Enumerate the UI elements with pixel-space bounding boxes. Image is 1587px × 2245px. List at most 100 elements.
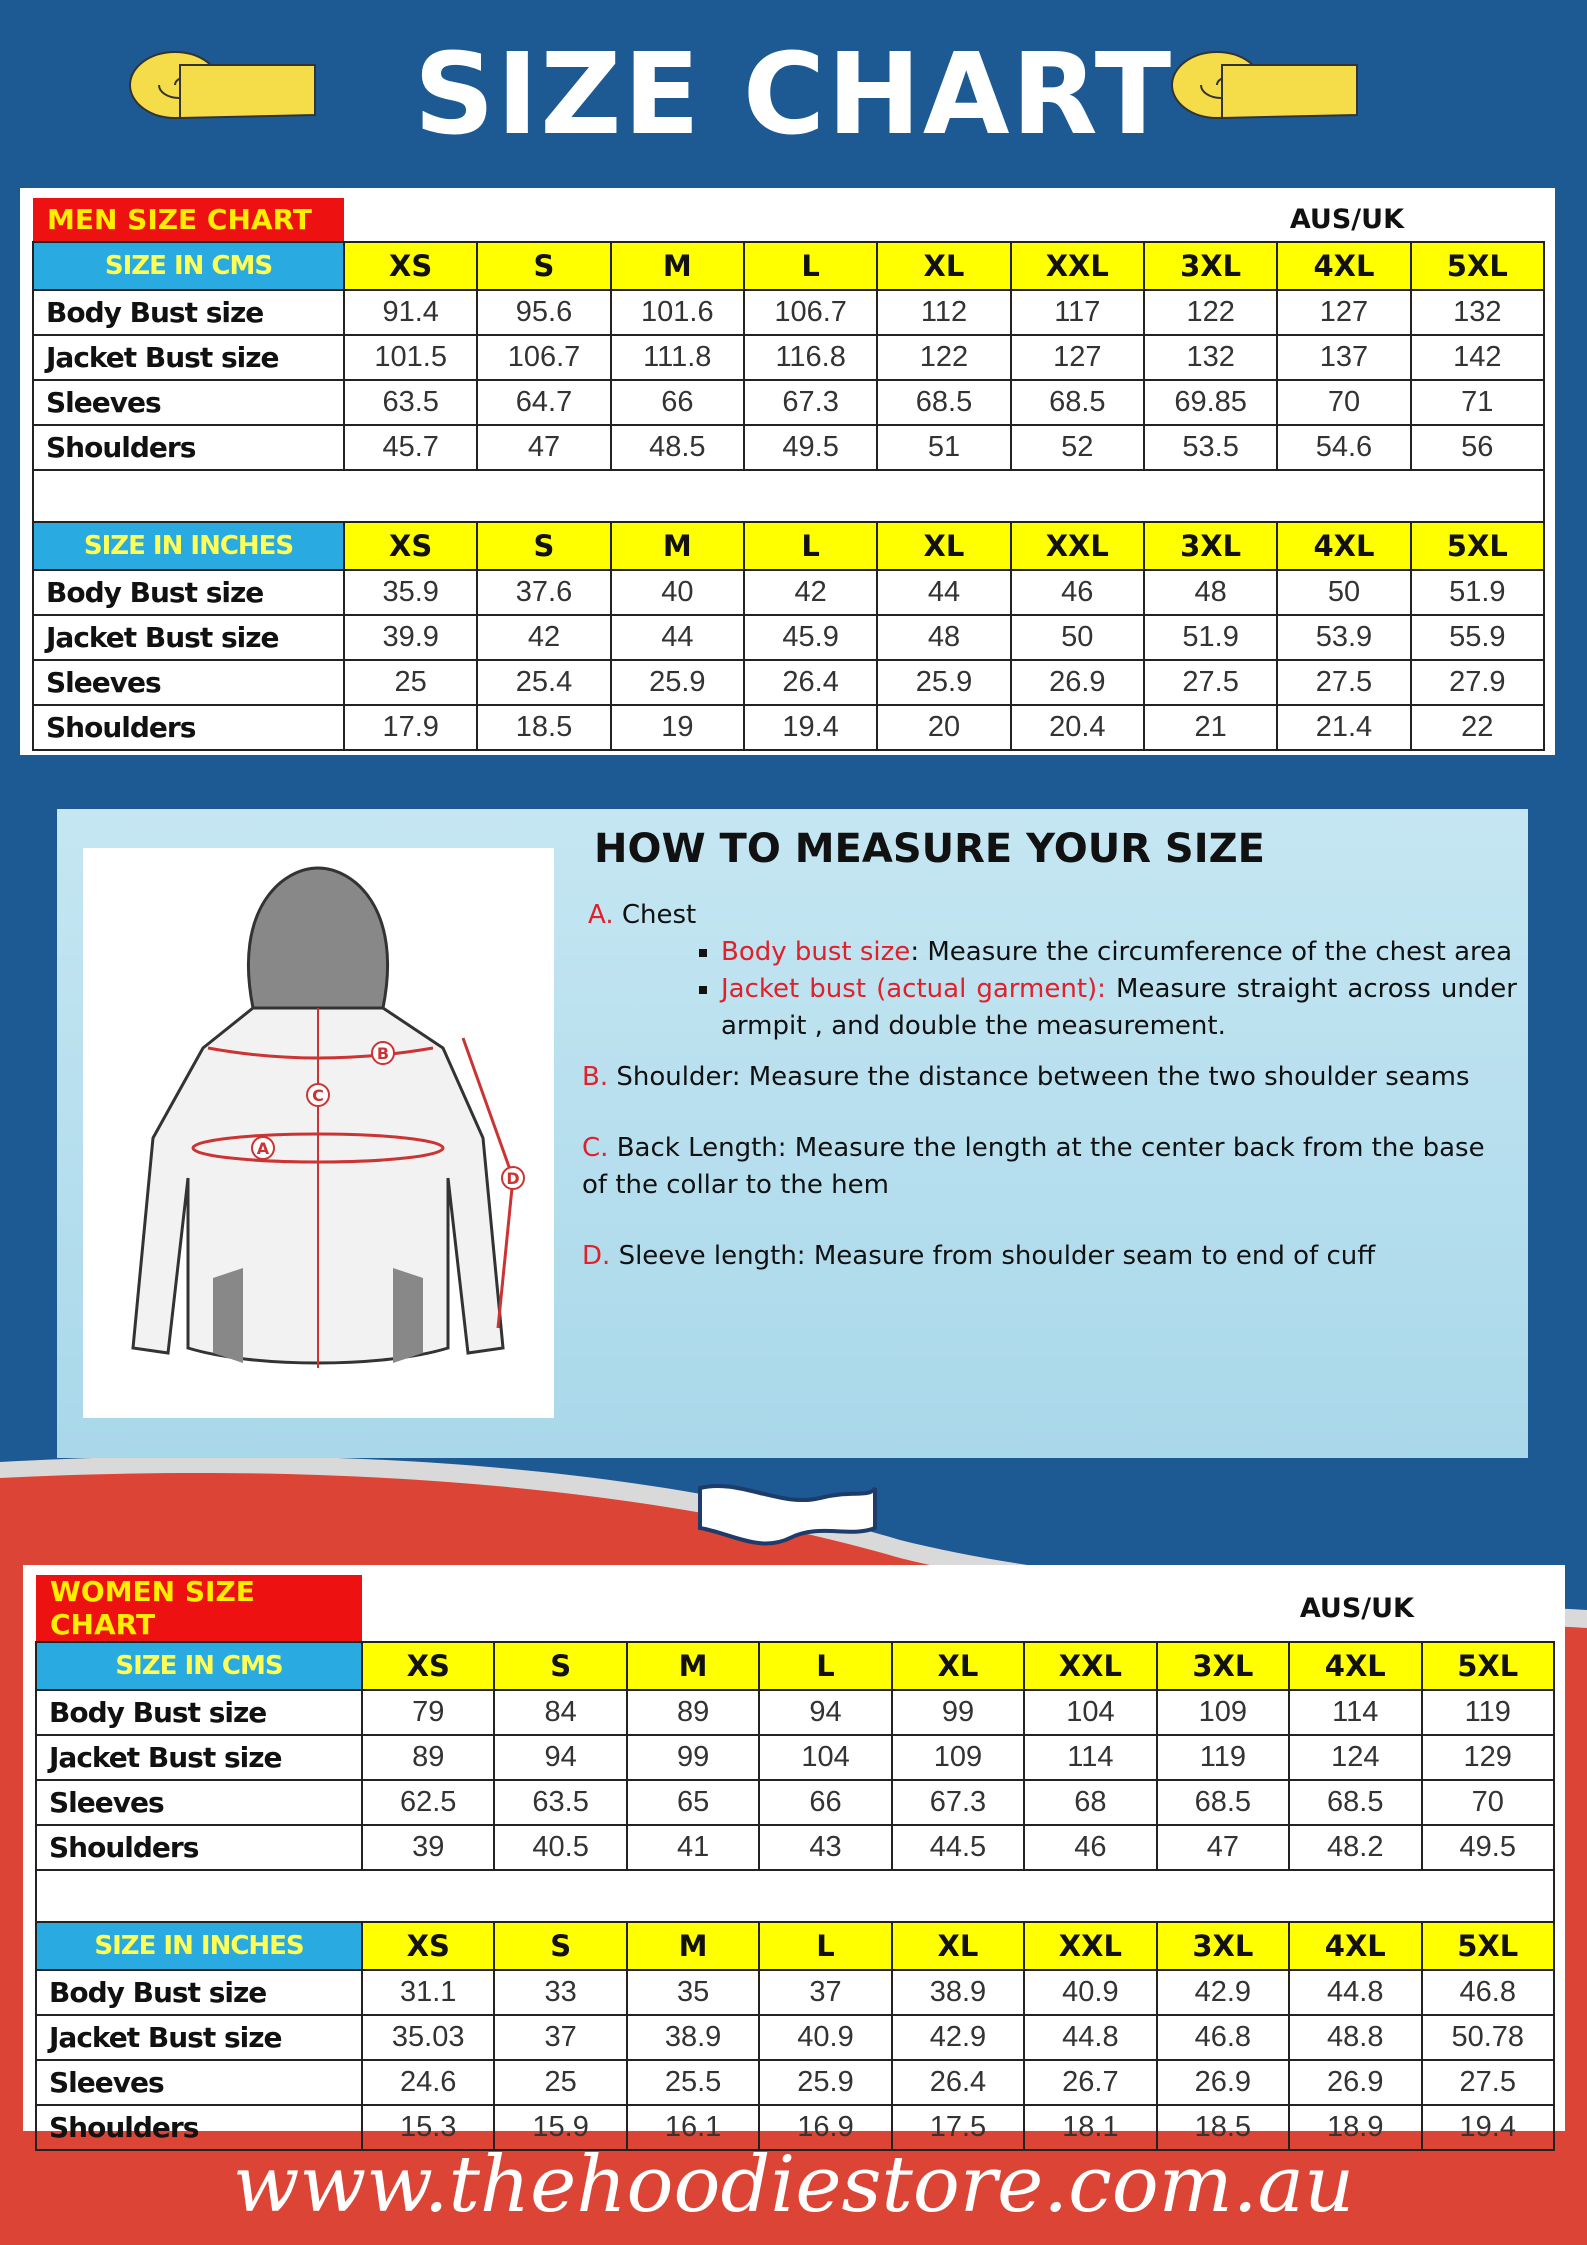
bullet-term: Jacket bust (actual garment): [721, 974, 1106, 1004]
measurement-value: 94 [493, 1734, 628, 1781]
item-line: D. Sleeve length: Measure from shoulder … [582, 1238, 1517, 1275]
measurement-value: 48 [876, 614, 1012, 661]
measurement-value: 142 [1409, 334, 1546, 381]
measurement-value: 99 [625, 1734, 761, 1781]
measurement-value: 68.5 [876, 379, 1012, 426]
bullet-term: Body bust size [721, 937, 911, 967]
size-header: 4XL [1288, 1921, 1423, 1971]
spacer [35, 1869, 1555, 1923]
measurement-value: 27.5 [1276, 659, 1412, 706]
measurement-value: 47 [1155, 1824, 1291, 1871]
measurement-value: 48 [1142, 569, 1279, 616]
measurement-value: 16.9 [758, 2104, 893, 2151]
measurement-value: 41 [625, 1824, 761, 1871]
chart-label: WOMEN SIZE CHART [36, 1575, 362, 1642]
measurement-value: 99 [890, 1689, 1026, 1736]
measurement-value: 42 [476, 614, 612, 661]
measurement-value: 44 [876, 569, 1012, 616]
row-name: Shoulders [35, 1824, 363, 1871]
size-header: L [758, 1921, 893, 1971]
item-line: C. Back Length: Measure the length at th… [582, 1130, 1517, 1204]
measurement-value: 40 [609, 569, 745, 616]
measurement-row: Jacket Bust size 89 94 99 104 109 114 119 124 129 [35, 1734, 1555, 1781]
measurement-value: 101.6 [609, 289, 745, 336]
measurement-row: Body Bust size 31.1 33 35 37 38.9 40.9 42.9 44.8… [35, 1969, 1555, 2016]
measurement-value: 16.1 [625, 2104, 761, 2151]
diagram-label: C [312, 1086, 324, 1105]
measurement-value: 19.4 [742, 704, 879, 751]
spacer-row [35, 1869, 1555, 1923]
measurement-row: Jacket Bust size 35.03 37 38.9 40.9 42.9 44.8 4… [35, 2014, 1555, 2061]
measurement-value: 68.5 [1155, 1779, 1291, 1826]
item-letter: A. [588, 900, 614, 930]
website: www.thehoodiestore.com.au [232, 2140, 1355, 2230]
item-letter: D. [582, 1241, 611, 1271]
measurement-value: 117 [1009, 289, 1145, 336]
measurement-value: 19.4 [1420, 2104, 1555, 2151]
size-header: M [625, 1641, 761, 1691]
size-table: MEN SIZE CHART AUS/UK SIZE IN CMS XS S M L XL XX… [32, 198, 1546, 751]
hoodie-diagram: A B C D [83, 848, 554, 1418]
measurement-value: 53.5 [1142, 424, 1279, 471]
women-size-chart: WOMEN SIZE CHART AUS/UK SIZE IN CMS XS S M L XL… [23, 1565, 1565, 2151]
region: AUS/UK [1289, 204, 1404, 235]
measurement-value: 44.5 [890, 1824, 1026, 1871]
measurement-value: 114 [1023, 1734, 1158, 1781]
measurement-row: Sleeves 25 25.4 25.9 26.4 25.9 26.9 27.5 27.5 27.… [32, 659, 1546, 706]
measurement-value: 68.5 [1009, 379, 1145, 426]
size-header: XS [360, 1921, 496, 1971]
measurement-value: 89 [625, 1689, 761, 1736]
measurement-value: 42 [742, 569, 879, 616]
size-header: XS [360, 1641, 496, 1691]
measurement-value: 45.7 [342, 424, 479, 471]
measurement-value: 18.5 [1155, 2104, 1291, 2151]
measurement-value: 22 [1409, 704, 1546, 751]
measurement-value: 37 [493, 2014, 628, 2061]
size-header: L [742, 521, 879, 571]
unit-header: SIZE IN INCHES [35, 1921, 363, 1971]
measurement-value: 101.5 [342, 334, 479, 381]
measurement-value: 38.9 [625, 2014, 761, 2061]
measure-item: A. Chest Body bust size: Measure the circ… [588, 897, 1517, 1045]
row-name: Shoulders [32, 424, 345, 471]
row-name: Shoulders [32, 704, 345, 751]
measurement-value: 137 [1276, 334, 1412, 381]
item-text: Shoulder: Measure the distance between t… [616, 1062, 1470, 1092]
measurement-value: 20 [876, 704, 1012, 751]
size-header: L [758, 1641, 893, 1691]
measurement-value: 27.5 [1142, 659, 1279, 706]
measurement-value: 37.6 [476, 569, 612, 616]
row-name: Jacket Bust size [32, 614, 345, 661]
measurement-value: 18.9 [1288, 2104, 1423, 2151]
measurement-value: 46.8 [1155, 2014, 1291, 2061]
measurement-value: 112 [876, 289, 1012, 336]
row-name: Sleeves [32, 379, 345, 426]
measurement-value: 31.1 [360, 1969, 496, 2016]
row-name: Jacket Bust size [32, 334, 345, 381]
row-name: Sleeves [32, 659, 345, 706]
size-header: XXL [1009, 241, 1145, 291]
unit-header: SIZE IN INCHES [32, 521, 345, 571]
measurement-value: 69.85 [1142, 379, 1279, 426]
measurement-row: Shoulders 15.3 15.9 16.1 16.9 17.5 18.1 18.5 18.… [35, 2104, 1555, 2151]
measurement-row: Sleeves 62.5 63.5 65 66 67.3 68 68.5 68.5 70 [35, 1779, 1555, 1826]
size-header: 5XL [1420, 1921, 1555, 1971]
measurement-value: 68 [1023, 1779, 1158, 1826]
measurement-value: 20.4 [1009, 704, 1145, 751]
measurement-value: 66 [609, 379, 745, 426]
measurement-value: 18.1 [1023, 2104, 1158, 2151]
measurement-value: 127 [1009, 334, 1145, 381]
measurement-value: 19 [609, 704, 745, 751]
measurement-value: 25.9 [758, 2059, 893, 2106]
measurement-value: 39 [360, 1824, 496, 1871]
measurement-value: 67.3 [890, 1779, 1026, 1826]
measurement-value: 48.5 [609, 424, 745, 471]
measurement-value: 26.9 [1009, 659, 1145, 706]
size-header: S [493, 1921, 628, 1971]
size-header: 5XL [1409, 241, 1546, 291]
size-header: XL [876, 241, 1012, 291]
row-name: Shoulders [35, 2104, 363, 2151]
measurement-value: 24.6 [360, 2059, 496, 2106]
size-header: XS [342, 241, 479, 291]
measurement-value: 33 [493, 1969, 628, 2016]
